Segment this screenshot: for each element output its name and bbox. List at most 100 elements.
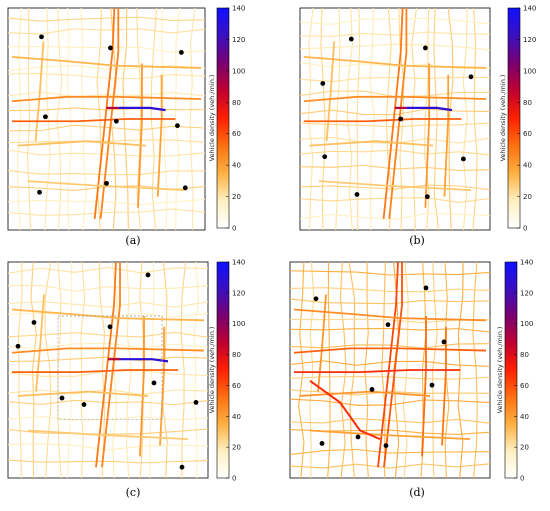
street-line xyxy=(300,149,490,156)
street-line xyxy=(193,262,200,478)
colorbar-label: Vehicle density (veh./min.) xyxy=(208,327,216,414)
sensor-marker xyxy=(461,156,466,162)
arterial-road xyxy=(11,55,202,69)
sensor-marker xyxy=(182,185,188,191)
sensor-marker xyxy=(424,194,430,200)
street-line xyxy=(8,284,208,292)
arterial-road xyxy=(294,369,460,374)
colorbar xyxy=(504,261,518,479)
street-line xyxy=(346,8,353,230)
street-line xyxy=(30,262,37,478)
sensor-marker xyxy=(15,343,21,349)
sensor-marker xyxy=(313,296,319,302)
sensor-marker xyxy=(423,285,429,291)
colorbar-tick-label: 120 xyxy=(523,36,536,44)
street-line xyxy=(300,184,490,191)
colorbar-tick-label: 0 xyxy=(520,475,524,483)
street-line xyxy=(8,91,205,98)
arterial-road xyxy=(309,429,471,441)
colorbar-tick-label: 100 xyxy=(232,320,245,328)
colorbar xyxy=(507,7,521,229)
street-line xyxy=(80,8,87,230)
colorbar-label: Vehicle density (veh./min.) xyxy=(499,75,507,162)
sensor-marker xyxy=(175,123,180,129)
panel-c: 0 20 40 60 80 100 120 140 Vehicle density (veh./… xyxy=(7,259,245,499)
street-line xyxy=(472,8,478,230)
street-line xyxy=(8,428,208,435)
arterial-road xyxy=(11,118,176,123)
street-line xyxy=(300,17,490,26)
sensor-marker xyxy=(429,382,435,388)
arterial-road xyxy=(383,262,403,468)
colorbar-tick-label: 40 xyxy=(523,162,532,170)
sensor-marker xyxy=(179,464,185,470)
street-line xyxy=(290,463,490,469)
panel-b: 0 20 40 60 80 100 120 140 Vehicle density (veh./… xyxy=(299,5,536,247)
panel-label: (b) xyxy=(409,234,425,247)
street-line xyxy=(8,388,208,396)
sensor-marker xyxy=(320,81,326,86)
street-line xyxy=(348,262,356,478)
colorbar-tick-label: 120 xyxy=(520,289,533,297)
panel-a: 0 20 40 60 80 100 120 140 Vehicle density (veh./… xyxy=(7,5,245,247)
colorbar-tick-label: 140 xyxy=(520,259,533,267)
road-network xyxy=(300,8,490,230)
street-line xyxy=(298,262,305,478)
colorbar-tick-label: 80 xyxy=(232,99,241,107)
street-line xyxy=(8,149,205,157)
selection-box xyxy=(57,315,163,421)
street-line xyxy=(462,8,468,230)
panel-d: 0 20 40 60 80 100 120 140 Vehicle density (veh./… xyxy=(289,259,533,499)
sensor-marker xyxy=(441,339,447,345)
sensor-marker xyxy=(383,443,389,448)
sensor-marker xyxy=(354,192,360,197)
street-line xyxy=(67,262,73,478)
street-line xyxy=(300,197,490,204)
street-line xyxy=(457,262,464,478)
street-line xyxy=(8,300,208,308)
sensor-marker xyxy=(39,34,44,40)
sensor-marker xyxy=(37,189,42,195)
street-line xyxy=(290,298,490,305)
street-line xyxy=(8,16,205,22)
arterial-road xyxy=(318,180,472,191)
sensor-marker xyxy=(355,434,361,440)
arterial-road xyxy=(12,369,178,374)
colorbar-tick-label: 60 xyxy=(520,382,529,390)
colorbar-tick-label: 120 xyxy=(232,289,245,297)
colorbar-tick-label: 140 xyxy=(523,5,536,13)
street-line xyxy=(339,262,347,478)
sensor-marker xyxy=(31,320,37,325)
colorbar-tick-label: 20 xyxy=(232,193,241,201)
sensor-marker xyxy=(193,400,199,405)
arterial-road xyxy=(27,180,186,191)
street-line xyxy=(300,43,490,51)
road-network xyxy=(8,262,208,478)
street-line xyxy=(327,262,331,478)
colorbar-tick-label: 40 xyxy=(232,162,241,170)
arterial-road xyxy=(293,308,487,322)
colorbar xyxy=(216,261,230,479)
arterial-road xyxy=(11,347,205,354)
hotspot-road xyxy=(406,106,453,112)
arterial-road xyxy=(303,118,462,123)
street-line xyxy=(56,8,63,230)
street-line xyxy=(8,266,208,274)
street-line xyxy=(8,443,208,451)
colorbar-label: Vehicle density (veh./min.) xyxy=(208,75,216,162)
panel-label: (c) xyxy=(126,486,141,499)
colorbar-tick-label: 0 xyxy=(232,225,236,233)
colorbar-tick-label: 120 xyxy=(232,36,245,44)
street-line xyxy=(8,169,205,176)
colorbar-tick-label: 20 xyxy=(520,444,529,452)
colorbar-tick-label: 60 xyxy=(523,130,532,138)
sensor-marker xyxy=(107,324,113,330)
colorbar-tick-label: 40 xyxy=(232,413,241,421)
sensor-marker xyxy=(151,380,157,386)
sensor-marker xyxy=(145,272,151,278)
colorbar-label: Vehicle density (veh./min.) xyxy=(496,327,504,414)
street-line xyxy=(364,262,369,478)
colorbar-tick-label: 60 xyxy=(232,130,241,138)
street-line xyxy=(290,389,490,396)
